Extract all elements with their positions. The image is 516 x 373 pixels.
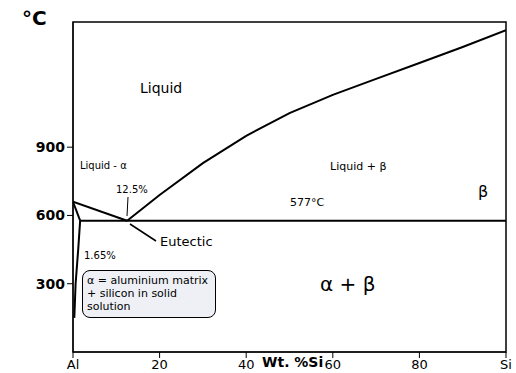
html-text:Wt. %Si: Wt. %Si — [262, 354, 324, 370]
html-text:Liquid + β: Liquid + β — [330, 160, 387, 173]
svg-text:900: 900 — [36, 139, 65, 155]
svg-text:600: 600 — [36, 207, 65, 223]
svg-text:300: 300 — [36, 276, 65, 292]
svg-text:40: 40 — [238, 357, 255, 372]
html-text:12.5%: 12.5% — [116, 184, 148, 195]
html-text:β: β — [478, 182, 489, 201]
html-text:α = aluminium matrix + silicon: α = aluminium matrix + silicon in solid … — [87, 274, 209, 314]
html-text:577°C: 577°C — [290, 196, 325, 209]
svg-text:80: 80 — [411, 357, 428, 372]
svg-text:Si: Si — [500, 357, 512, 372]
html-text:°C: °C — [22, 6, 47, 30]
html-text:Liquid - α: Liquid - α — [80, 160, 127, 171]
svg-text:60: 60 — [325, 357, 342, 372]
html-text:Liquid: Liquid — [140, 80, 183, 96]
html-text:α + β: α + β — [320, 272, 376, 296]
svg-text:20: 20 — [151, 357, 168, 372]
html-text:Eutectic: Eutectic — [160, 234, 213, 249]
svg-text:Al: Al — [67, 357, 80, 372]
html-text:1.65%: 1.65% — [84, 250, 116, 261]
